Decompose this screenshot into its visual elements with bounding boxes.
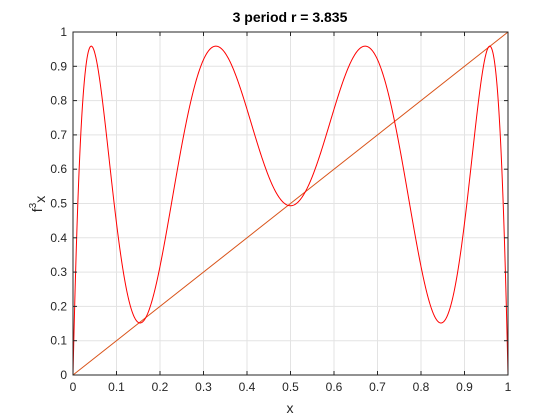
x-tick-label: 0.9 (456, 380, 473, 394)
y-axis-label-sup: 3 (28, 202, 39, 208)
y-tick-label: 0.8 (50, 94, 67, 108)
tick-marks (72, 31, 509, 376)
series-third-iterate (72, 45, 509, 376)
y-tick-label: 0.1 (50, 334, 67, 348)
chart-title: 3 period r = 3.835 (233, 9, 348, 25)
x-tick-label: 0.8 (413, 380, 430, 394)
x-tick-label: 0.3 (195, 380, 212, 394)
y-tick-label: 0.5 (50, 197, 67, 211)
x-tick-label: 0.6 (326, 380, 343, 394)
y-axis-label-sub: x (32, 196, 48, 203)
x-tick-label: 0 (70, 380, 77, 394)
y-tick-label: 0.4 (50, 231, 67, 245)
x-tick-label: 1 (505, 380, 512, 394)
x-tick-label: 0.2 (152, 380, 169, 394)
y-tick-label: 0.3 (50, 265, 67, 279)
x-tick-label: 0.4 (239, 380, 256, 394)
y-tick-label: 0.2 (50, 299, 67, 313)
x-tick-label: 0.1 (108, 380, 125, 394)
y-axis-label: f3x (28, 196, 48, 212)
y-tick-label: 0.9 (50, 59, 67, 73)
y-tick-label: 0 (60, 368, 67, 382)
y-tick-label: 1 (60, 25, 67, 39)
y-tick-labels: 0 0.1 0.2 0.3 0.4 0.5 0.6 0.7 0.8 0.9 1 (50, 25, 67, 382)
x-tick-labels: 0 0.1 0.2 0.3 0.4 0.5 0.6 0.7 0.8 0.9 1 (70, 380, 512, 394)
y-axis-label-base: f (29, 208, 45, 212)
y-tick-label: 0.7 (50, 128, 67, 142)
x-tick-label: 0.5 (282, 380, 299, 394)
x-axis-label: x (287, 400, 294, 416)
series-layer (72, 31, 509, 376)
x-tick-label: 0.7 (369, 380, 386, 394)
y-tick-label: 0.6 (50, 162, 67, 176)
